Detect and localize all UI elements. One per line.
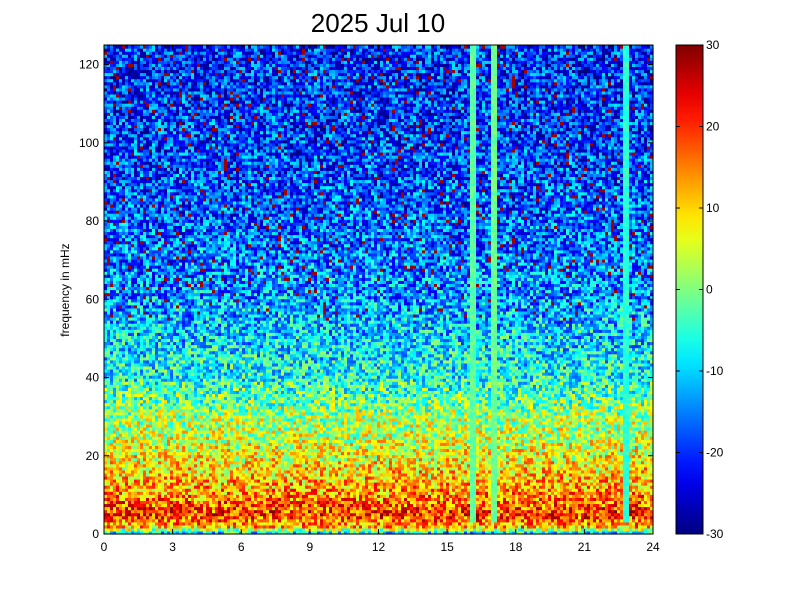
heatmap-cells: [104, 45, 654, 535]
chart-title: 2025 Jul 10: [311, 8, 445, 38]
